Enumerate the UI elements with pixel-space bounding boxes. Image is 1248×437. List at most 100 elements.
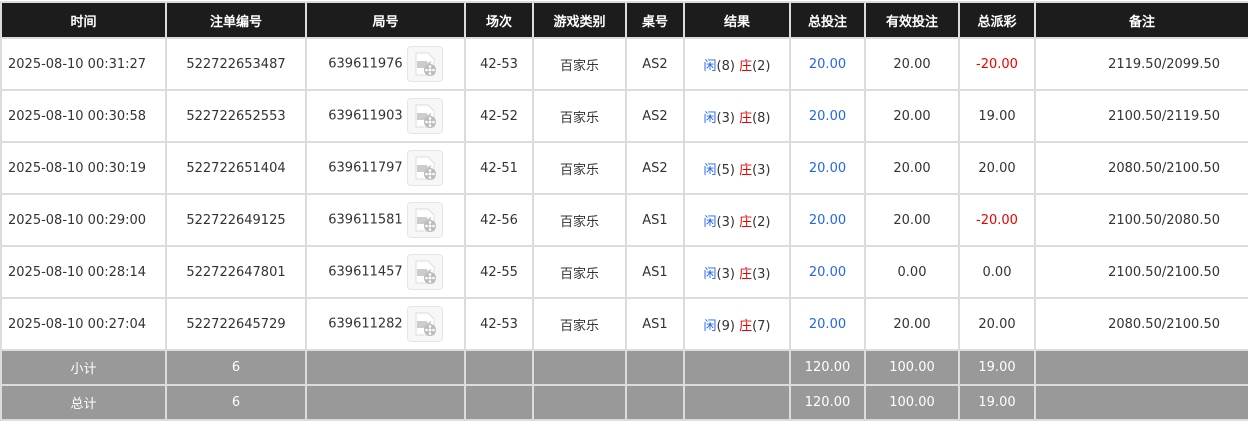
- cell-session: 42-53: [464, 297, 534, 351]
- cell-total-bet: 20.00: [789, 193, 866, 247]
- header-total-bet: 总投注: [789, 1, 866, 39]
- cell-order-no: 522722649125: [165, 193, 307, 247]
- empty-cell: [305, 349, 466, 386]
- cell-session: 42-51: [464, 141, 534, 195]
- cell-game-type: 百家乐: [532, 141, 627, 195]
- banker-label: 庄: [739, 266, 753, 282]
- header-table-no: 桌号: [625, 1, 685, 39]
- cell-result: 闲(5) 庄(3): [683, 141, 791, 195]
- table-row: 2025-08-10 00:29:00 522722649125 6396115…: [0, 193, 1248, 247]
- subtotal-bet: 120.00: [789, 349, 866, 386]
- cell-total-payout: 20.00: [958, 297, 1036, 351]
- empty-cell: [532, 349, 627, 386]
- round-no: 639611903: [328, 108, 403, 124]
- video-replay-icon[interactable]: [406, 254, 443, 290]
- player-score: (5): [716, 162, 735, 178]
- cell-round-no: 639611457: [305, 245, 466, 299]
- round-no: 639611282: [328, 316, 403, 332]
- banker-label: 庄: [739, 214, 753, 230]
- cell-total-payout: 20.00: [958, 141, 1036, 195]
- cell-round-no: 639611797: [305, 141, 466, 195]
- cell-total-payout: 0.00: [958, 245, 1036, 299]
- player-label: 闲: [703, 318, 717, 334]
- subtotal-label: 小计: [0, 349, 167, 386]
- cell-valid-bet: 20.00: [864, 193, 960, 247]
- cell-total-payout: -20.00: [958, 193, 1036, 247]
- cell-table-no: AS2: [625, 37, 685, 91]
- empty-cell: [683, 384, 791, 421]
- video-replay-icon[interactable]: [406, 306, 443, 342]
- cell-total-bet: 20.00: [789, 245, 866, 299]
- cell-order-no: 522722651404: [165, 141, 307, 195]
- subtotal-row: 小计 6 120.00 100.00 19.00: [0, 349, 1248, 386]
- cell-total-payout: 19.00: [958, 89, 1036, 143]
- cell-game-type: 百家乐: [532, 193, 627, 247]
- player-score: (9): [716, 318, 735, 334]
- video-replay-icon[interactable]: [406, 46, 443, 82]
- header-valid-bet: 有效投注: [864, 1, 960, 39]
- cell-result: 闲(3) 庄(3): [683, 245, 791, 299]
- cell-time: 2025-08-10 00:27:04: [0, 297, 167, 351]
- cell-valid-bet: 20.00: [864, 297, 960, 351]
- cell-round-no: 639611581: [305, 193, 466, 247]
- cell-session: 42-52: [464, 89, 534, 143]
- cell-round-no: 639611282: [305, 297, 466, 351]
- cell-game-type: 百家乐: [532, 89, 627, 143]
- empty-cell: [625, 349, 685, 386]
- cell-note: 2100.50/2100.50: [1034, 245, 1248, 299]
- cell-valid-bet: 20.00: [864, 37, 960, 91]
- cell-valid-bet: 0.00: [864, 245, 960, 299]
- cell-time: 2025-08-10 00:30:58: [0, 89, 167, 143]
- empty-cell: [625, 384, 685, 421]
- header-note: 备注: [1034, 1, 1248, 39]
- cell-total-bet: 20.00: [789, 37, 866, 91]
- empty-cell: [683, 349, 791, 386]
- empty-cell: [464, 384, 534, 421]
- cell-session: 42-56: [464, 193, 534, 247]
- cell-session: 42-53: [464, 37, 534, 91]
- cell-total-payout: -20.00: [958, 37, 1036, 91]
- cell-order-no: 522722653487: [165, 37, 307, 91]
- banker-score: (2): [752, 58, 771, 74]
- total-row: 总计 6 120.00 100.00 19.00: [0, 384, 1248, 421]
- player-score: (8): [716, 58, 735, 74]
- banker-label: 庄: [739, 318, 753, 334]
- cell-total-bet: 20.00: [789, 141, 866, 195]
- player-score: (3): [716, 266, 735, 282]
- video-replay-icon[interactable]: [406, 150, 443, 186]
- cell-note: 2100.50/2080.50: [1034, 193, 1248, 247]
- total-bet: 120.00: [789, 384, 866, 421]
- cell-note: 2080.50/2100.50: [1034, 297, 1248, 351]
- header-game-type: 游戏类别: [532, 1, 627, 39]
- empty-cell: [305, 384, 466, 421]
- table-row: 2025-08-10 00:27:04 522722645729 6396112…: [0, 297, 1248, 351]
- cell-time: 2025-08-10 00:28:14: [0, 245, 167, 299]
- subtotal-count: 6: [165, 349, 307, 386]
- video-replay-icon[interactable]: [406, 202, 443, 238]
- header-time: 时间: [0, 1, 167, 39]
- cell-time: 2025-08-10 00:31:27: [0, 37, 167, 91]
- cell-result: 闲(3) 庄(2): [683, 193, 791, 247]
- cell-result: 闲(9) 庄(7): [683, 297, 791, 351]
- cell-round-no: 639611976: [305, 37, 466, 91]
- video-replay-icon[interactable]: [406, 98, 443, 134]
- cell-result: 闲(3) 庄(8): [683, 89, 791, 143]
- cell-time: 2025-08-10 00:29:00: [0, 193, 167, 247]
- cell-game-type: 百家乐: [532, 245, 627, 299]
- cell-table-no: AS1: [625, 193, 685, 247]
- round-no: 639611581: [328, 212, 403, 228]
- cell-note: 2100.50/2119.50: [1034, 89, 1248, 143]
- cell-session: 42-55: [464, 245, 534, 299]
- subtotal-valid: 100.00: [864, 349, 960, 386]
- banker-score: (2): [752, 214, 771, 230]
- player-label: 闲: [703, 162, 717, 178]
- table-row: 2025-08-10 00:28:14 522722647801 6396114…: [0, 245, 1248, 299]
- total-label: 总计: [0, 384, 167, 421]
- cell-game-type: 百家乐: [532, 37, 627, 91]
- cell-valid-bet: 20.00: [864, 89, 960, 143]
- banker-label: 庄: [739, 110, 753, 126]
- table-row: 2025-08-10 00:30:58 522722652553 6396119…: [0, 89, 1248, 143]
- cell-order-no: 522722652553: [165, 89, 307, 143]
- empty-cell: [1034, 349, 1248, 386]
- banker-label: 庄: [739, 58, 753, 74]
